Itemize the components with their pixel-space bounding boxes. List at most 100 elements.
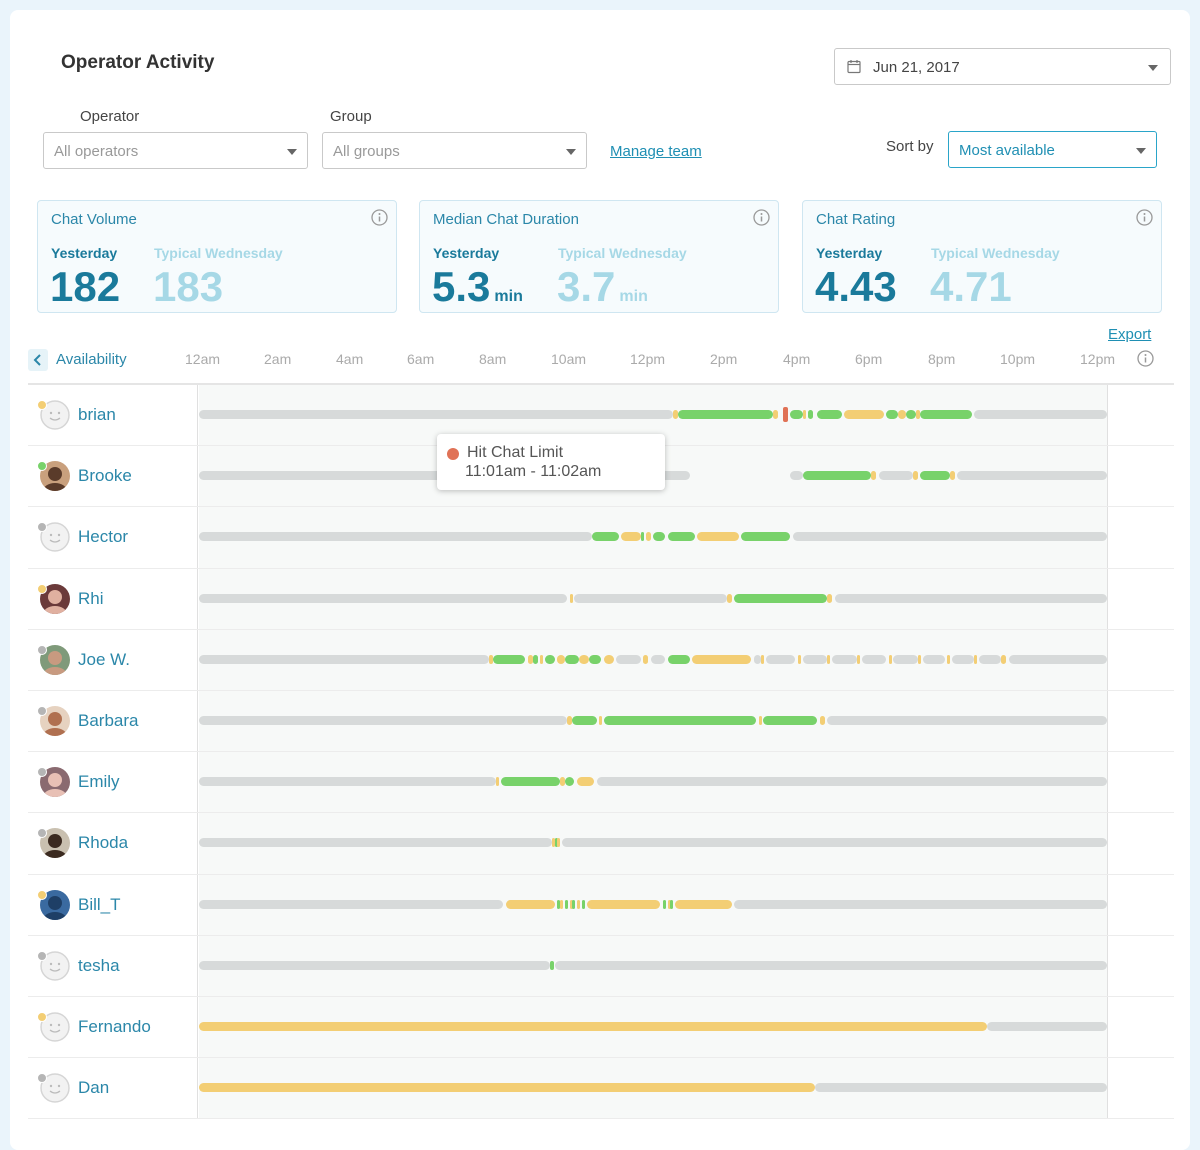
segment-away[interactable] [599, 715, 602, 725]
operator-name[interactable]: Brooke [78, 466, 132, 486]
operator-name[interactable]: Dan [78, 1078, 110, 1098]
segment-away[interactable] [495, 777, 499, 787]
segment-away[interactable] [527, 654, 533, 664]
segment-away[interactable] [898, 410, 906, 419]
export-link[interactable]: Export [1108, 326, 1152, 343]
info-icon[interactable] [1137, 350, 1154, 372]
operator-row[interactable]: Dan [28, 1058, 1174, 1120]
segment-avail[interactable] [564, 777, 575, 787]
segment-away[interactable] [827, 593, 833, 603]
segment-avail[interactable] [554, 838, 558, 848]
segment-away[interactable] [773, 410, 779, 419]
info-icon[interactable] [371, 209, 388, 231]
operator-select[interactable]: All operators [43, 132, 308, 169]
segment-avail[interactable] [493, 654, 526, 664]
operator-name[interactable]: Joe W. [78, 649, 130, 669]
segment-off[interactable] [986, 1021, 1107, 1031]
group-select[interactable]: All groups [322, 132, 587, 169]
segment-away[interactable] [844, 410, 884, 419]
segment-off[interactable] [802, 654, 828, 664]
segment-away[interactable] [569, 899, 573, 909]
segment-away[interactable] [645, 532, 651, 542]
operator-name[interactable]: brian [78, 405, 116, 424]
segment-avail[interactable] [589, 654, 602, 664]
segment-avail[interactable] [662, 899, 666, 909]
segment-away[interactable] [540, 654, 544, 664]
segment-away[interactable] [505, 899, 555, 909]
segment-away[interactable] [760, 654, 764, 664]
segment-off[interactable] [199, 777, 496, 787]
segment-off[interactable] [199, 960, 550, 970]
segment-off[interactable] [554, 960, 1107, 970]
segment-away[interactable] [667, 899, 671, 909]
segment-away[interactable] [576, 899, 580, 909]
segment-avail[interactable] [564, 899, 568, 909]
segment-avail[interactable] [603, 715, 757, 725]
manage-team-link[interactable]: Manage team [610, 143, 702, 160]
operator-name[interactable]: tesha [78, 955, 120, 975]
segment-away[interactable] [552, 838, 556, 848]
operator-row[interactable]: tesha [28, 935, 1174, 997]
segment-off[interactable] [574, 593, 727, 603]
operator-row[interactable]: Hector [28, 507, 1174, 569]
segment-avail[interactable] [557, 899, 561, 909]
segment-avail[interactable] [545, 654, 555, 664]
segment-away[interactable] [621, 532, 641, 542]
segment-avail[interactable] [790, 410, 803, 419]
segment-away[interactable] [579, 654, 590, 664]
segment-away[interactable] [603, 654, 614, 664]
segment-away[interactable] [488, 654, 494, 664]
segment-away[interactable] [1001, 654, 1007, 664]
segment-avail[interactable] [741, 532, 791, 542]
segment-off[interactable] [979, 654, 1002, 664]
segment-off[interactable] [952, 654, 975, 664]
segment-off[interactable] [199, 532, 592, 542]
segment-off[interactable] [562, 838, 1107, 848]
segment-away[interactable] [888, 654, 892, 664]
segment-avail[interactable] [572, 715, 597, 725]
segment-off[interactable] [765, 654, 796, 664]
segment-away[interactable] [827, 654, 831, 664]
segment-off[interactable] [814, 1083, 1107, 1093]
segment-off[interactable] [616, 654, 641, 664]
segment-away[interactable] [947, 654, 951, 664]
segment-away[interactable] [726, 593, 732, 603]
operator-name[interactable]: Rhi [78, 588, 104, 608]
segment-off[interactable] [957, 471, 1107, 481]
segment-off[interactable] [199, 899, 504, 909]
segment-away[interactable] [802, 410, 806, 419]
segment-away[interactable] [697, 532, 739, 542]
operator-name[interactable]: Barbara [78, 710, 139, 730]
segment-away[interactable] [559, 777, 565, 787]
segment-off[interactable] [790, 471, 803, 481]
operator-row[interactable]: Bill_T [28, 874, 1174, 936]
segment-away[interactable] [576, 777, 595, 787]
segment-off[interactable] [199, 654, 489, 664]
segment-away[interactable] [692, 654, 752, 664]
segment-away[interactable] [557, 838, 561, 848]
segment-avail[interactable] [905, 410, 916, 419]
segment-away[interactable] [569, 593, 573, 603]
segment-off[interactable] [199, 838, 553, 848]
info-icon[interactable] [753, 209, 770, 231]
segment-avail[interactable] [640, 532, 644, 542]
segment-avail[interactable] [733, 593, 828, 603]
segment-away[interactable] [643, 654, 649, 664]
segment-avail[interactable] [572, 899, 576, 909]
segment-off[interactable] [596, 777, 1107, 787]
segment-off[interactable] [199, 715, 568, 725]
segment-away[interactable] [586, 899, 661, 909]
segment-avail[interactable] [920, 410, 973, 419]
segment-avail[interactable] [564, 654, 580, 664]
segment-avail[interactable] [670, 899, 674, 909]
segment-off[interactable] [974, 410, 1107, 419]
operator-row[interactable]: Rhoda [28, 813, 1174, 875]
segment-away[interactable] [557, 654, 565, 664]
segment-off[interactable] [792, 532, 1107, 542]
segment-off[interactable] [827, 715, 1107, 725]
operator-name[interactable]: Bill_T [78, 894, 121, 914]
segment-off[interactable] [878, 471, 914, 481]
segment-avail[interactable] [667, 532, 695, 542]
segment-away[interactable] [559, 899, 563, 909]
segment-away[interactable] [974, 654, 978, 664]
